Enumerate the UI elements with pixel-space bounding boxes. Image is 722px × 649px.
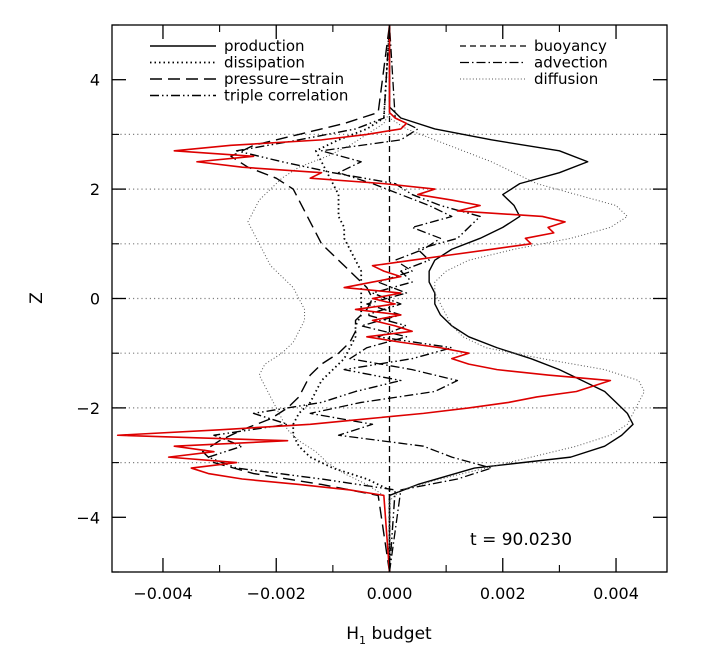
time-annotation: t = 90.0230 xyxy=(470,530,572,550)
x-axis-title-subscript: 1 xyxy=(359,634,366,647)
legend-label: diffusion xyxy=(534,70,598,88)
legend-label: production xyxy=(224,37,305,55)
y-tick-label: −2 xyxy=(76,399,100,418)
y-tick-label: 0 xyxy=(90,290,100,309)
x-axis-title-main: H xyxy=(346,624,359,644)
axis-ticks xyxy=(112,24,667,573)
series-advection xyxy=(309,25,493,572)
series-pressure-strain xyxy=(201,25,391,572)
legend-label: buoyancy xyxy=(534,37,607,55)
legend-label: advection xyxy=(534,54,608,72)
x-axis-title: H1 budget xyxy=(346,624,432,647)
series-triple-correlation xyxy=(207,25,481,572)
legend-label: pressure−strain xyxy=(224,70,344,88)
legend-item-advection: advection xyxy=(460,54,608,72)
series-diffusion xyxy=(389,25,645,572)
x-tick-label: −0.002 xyxy=(247,584,306,603)
legend-item-pressure-strain: pressure−strain xyxy=(150,70,344,88)
y-tick-labels: −4 −2 0 2 4 xyxy=(76,71,100,528)
legend-label: triple correlation xyxy=(224,87,348,105)
y-axis-title: Z xyxy=(27,292,47,304)
y-tick-label: −4 xyxy=(76,508,100,527)
y-tick-label: 4 xyxy=(90,71,100,90)
legend: productiondissipationpressure−straintrip… xyxy=(150,37,608,105)
y-tick-label: 2 xyxy=(90,180,100,199)
legend-label: dissipation xyxy=(224,54,305,72)
series-layer xyxy=(116,25,645,572)
x-tick-label: 0.000 xyxy=(367,584,413,603)
legend-item-triple-correlation: triple correlation xyxy=(150,87,348,105)
x-tick-label: −0.004 xyxy=(133,584,192,603)
x-axis-title-suffix: budget xyxy=(366,624,432,644)
series-unnamed-7 xyxy=(247,25,390,572)
x-tick-label: 0.002 xyxy=(480,584,526,603)
legend-item-production: production xyxy=(150,37,305,55)
x-tick-labels: −0.004 −0.002 0.000 0.002 0.004 xyxy=(133,584,639,603)
legend-item-diffusion: diffusion xyxy=(460,70,598,88)
x-tick-label: 0.004 xyxy=(593,584,639,603)
series-unnamed-8 xyxy=(116,25,612,572)
series-production xyxy=(388,25,634,572)
legend-item-dissipation: dissipation xyxy=(150,54,305,72)
legend-item-buoyancy: buoyancy xyxy=(460,37,607,55)
